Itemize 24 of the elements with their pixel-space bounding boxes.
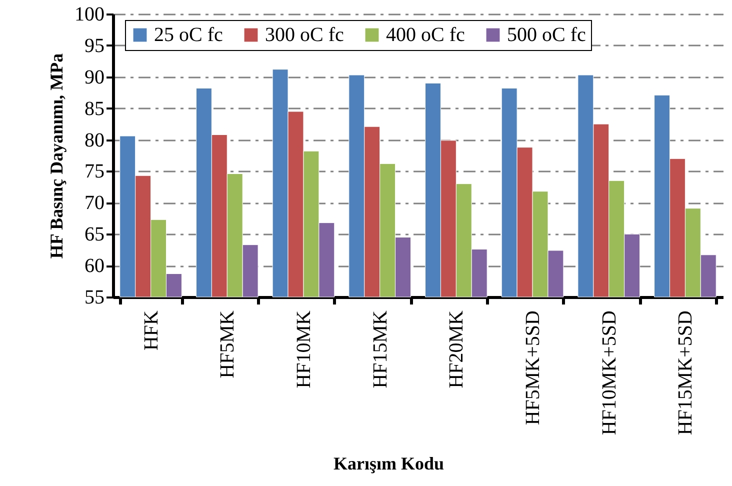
y-tick-label: 100 [74,4,104,26]
x-tick-label: HFK [140,310,162,351]
y-axis-title: HF Basınç Dayanımı, MPa [46,53,66,259]
legend-label: 25 oC fc [154,24,223,46]
legend-label: 500 oC fc [507,24,586,46]
y-tick-label: 80 [84,129,104,152]
y-tick-label: 95 [84,34,104,57]
y-tick-label: 85 [84,98,104,120]
x-tick-label: HF10MK+5SD [598,310,620,436]
legend-label: 300 oC fc [265,24,344,46]
x-tick-label: HF15MK+5SD [674,310,697,436]
x-tick-label: HF15MK [369,310,392,388]
x-tick-label: HF5MK [216,310,239,378]
y-tick-label: 55 [84,286,104,308]
y-tick-label: 60 [84,255,104,278]
x-tick-label: HF10MK [292,310,315,388]
x-tick-label: HF20MK [446,310,468,388]
x-axis-title: Karışım Kodu [334,454,444,474]
y-tick-label: 75 [84,160,104,183]
legend-label: 400 oC fc [386,24,465,46]
y-tick-label: 65 [84,224,104,246]
x-tick-label: HF5MK+5SD [522,310,544,426]
y-tick-label: 90 [84,66,104,88]
y-tick-label: 70 [84,192,104,214]
